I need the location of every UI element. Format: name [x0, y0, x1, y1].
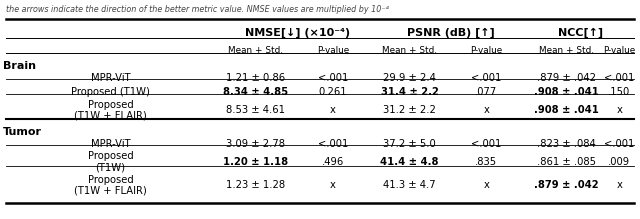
Text: 41.3 ± 4.7: 41.3 ± 4.7: [383, 180, 436, 190]
Text: <.001: <.001: [471, 73, 502, 83]
Text: .835: .835: [476, 157, 497, 167]
Text: P-value: P-value: [470, 46, 502, 55]
Text: .908 ± .041: .908 ± .041: [534, 87, 599, 97]
Text: <.001: <.001: [604, 73, 634, 83]
Text: <.001: <.001: [471, 139, 502, 149]
Text: .496: .496: [322, 157, 344, 167]
Text: 31.4 ± 2.2: 31.4 ± 2.2: [381, 87, 438, 97]
Text: the arrows indicate the direction of the better metric value. NMSE values are mu: the arrows indicate the direction of the…: [6, 5, 389, 14]
Text: PSNR (dB) [↑]: PSNR (dB) [↑]: [407, 27, 495, 38]
Text: x: x: [616, 105, 622, 115]
Text: .879 ± .042: .879 ± .042: [537, 73, 596, 83]
Text: x: x: [330, 105, 336, 115]
Text: x: x: [616, 180, 622, 190]
Text: 3.09 ± 2.78: 3.09 ± 2.78: [227, 139, 285, 149]
Text: Mean + Std.: Mean + Std.: [382, 46, 437, 55]
Text: 8.53 ± 4.61: 8.53 ± 4.61: [227, 105, 285, 115]
Text: x: x: [483, 105, 490, 115]
Text: .150: .150: [608, 87, 630, 97]
Text: (T1W): (T1W): [95, 162, 125, 172]
Text: Tumor: Tumor: [3, 127, 42, 137]
Text: 1.23 ± 1.28: 1.23 ± 1.28: [227, 180, 285, 190]
Text: P-value: P-value: [317, 46, 349, 55]
Text: 8.34 ± 4.85: 8.34 ± 4.85: [223, 87, 289, 97]
Text: Proposed: Proposed: [88, 100, 133, 110]
Text: Proposed (T1W): Proposed (T1W): [71, 87, 150, 97]
Text: 31.2 ± 2.2: 31.2 ± 2.2: [383, 105, 436, 115]
Text: MPR-ViT: MPR-ViT: [91, 139, 130, 149]
Text: .823 ± .084: .823 ± .084: [537, 139, 596, 149]
Text: 1.21 ± 0.86: 1.21 ± 0.86: [227, 73, 285, 83]
Text: 1.20 ± 1.18: 1.20 ± 1.18: [223, 157, 289, 167]
Text: Proposed: Proposed: [88, 151, 133, 161]
Text: .077: .077: [476, 87, 497, 97]
Text: x: x: [483, 180, 490, 190]
Text: <.001: <.001: [317, 139, 348, 149]
Text: 37.2 ± 5.0: 37.2 ± 5.0: [383, 139, 436, 149]
Text: Mean + Std.: Mean + Std.: [539, 46, 594, 55]
Text: MPR-ViT: MPR-ViT: [91, 73, 130, 83]
Text: <.001: <.001: [317, 73, 348, 83]
Text: x: x: [330, 180, 336, 190]
Text: .861 ± .085: .861 ± .085: [537, 157, 596, 167]
Text: P-value: P-value: [603, 46, 636, 55]
Text: .908 ± .041: .908 ± .041: [534, 105, 599, 115]
Text: Proposed: Proposed: [88, 175, 133, 185]
Text: 41.4 ± 4.8: 41.4 ± 4.8: [380, 157, 439, 167]
Text: .009: .009: [608, 157, 630, 167]
Text: Brain: Brain: [3, 61, 36, 71]
Text: .879 ± .042: .879 ± .042: [534, 180, 598, 190]
Text: NMSE[↓] (×10⁻⁴): NMSE[↓] (×10⁻⁴): [245, 27, 350, 38]
Text: (T1W + FLAIR): (T1W + FLAIR): [74, 185, 147, 196]
Text: NCC[↑]: NCC[↑]: [558, 27, 604, 38]
Text: 0.261: 0.261: [319, 87, 347, 97]
Text: 29.9 ± 2.4: 29.9 ± 2.4: [383, 73, 436, 83]
Text: (T1W + FLAIR): (T1W + FLAIR): [74, 111, 147, 121]
Text: <.001: <.001: [604, 139, 634, 149]
Text: Mean + Std.: Mean + Std.: [228, 46, 284, 55]
